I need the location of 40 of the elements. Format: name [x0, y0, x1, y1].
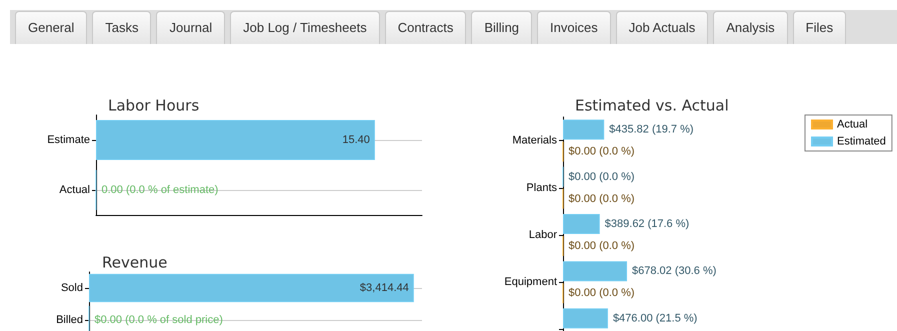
text: Job Log / Timesheets — [230, 11, 380, 44]
y-tick-label: Labor — [528, 229, 558, 241]
y-tick-label: Plants — [526, 182, 558, 194]
data-label: $435.82 (19.7 %) — [609, 124, 694, 136]
text: Job Actuals — [616, 11, 708, 44]
y-tick-label: Billed — [56, 314, 83, 326]
text: Invoices — [537, 11, 611, 44]
text: Contracts — [384, 11, 466, 44]
text: Billing — [471, 11, 532, 44]
y-tick-label: Sold — [60, 282, 83, 294]
bar — [563, 214, 600, 234]
data-label: $0.00 (0.0 %) — [568, 192, 635, 205]
data-label: $0.00 (0.0 %) — [568, 170, 635, 183]
text: Files — [792, 11, 846, 44]
bar — [563, 120, 604, 140]
chart-title: Revenue — [102, 254, 168, 272]
y-tick-label: Actual — [59, 184, 90, 196]
data-label: $389.62 (17.6 %) — [604, 218, 690, 230]
data-label: $3,414.44 — [360, 282, 409, 294]
data-label: $678.02 (30.6 %) — [632, 265, 716, 278]
y-tick-label: Estimate — [47, 134, 90, 146]
data-label: $0.00 (0.0 %) — [568, 240, 635, 252]
data-label: $0.00 (0.0 %) — [568, 287, 635, 300]
data-label: $476.00 (21.5 %) — [612, 312, 698, 324]
bar — [563, 261, 628, 282]
y-tick-label: Equipment — [504, 276, 557, 288]
data-label: 15.40 — [342, 134, 370, 146]
text: Analysis — [713, 11, 788, 44]
data-label: $0.00 (0.0 %) — [568, 146, 635, 158]
legend-label: Actual — [837, 118, 868, 130]
bar — [563, 308, 608, 328]
y-tick-label: Materials — [512, 134, 558, 147]
chart-title: Estimated vs. Actual — [575, 96, 729, 114]
text: Journal — [156, 11, 226, 44]
chart-title: Labor Hours — [108, 96, 200, 114]
text: Tasks — [92, 11, 152, 44]
text: General — [15, 11, 88, 44]
legend-label: Estimated — [837, 136, 886, 148]
data-label: $0.00 (0.0 % of sold price) — [94, 314, 223, 326]
data-label: 0.00 (0.0 % of estimate) — [102, 184, 218, 196]
